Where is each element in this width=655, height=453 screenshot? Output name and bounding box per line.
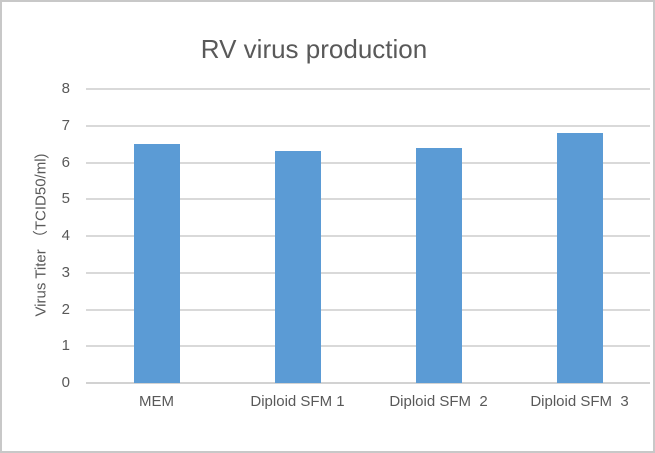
- y-tick-label: 3: [61, 263, 70, 281]
- gridline: [86, 308, 650, 311]
- y-tick-label: 6: [61, 153, 70, 171]
- gridline: [86, 124, 650, 127]
- x-axis-label: Diploid SFM 2: [389, 393, 488, 410]
- y-tick-label: 1: [61, 337, 70, 355]
- y-tick-label: 2: [61, 300, 70, 318]
- bar: [274, 151, 321, 383]
- y-tick-label: 5: [61, 190, 70, 208]
- chart-title: RV virus production: [200, 34, 428, 64]
- bar: [556, 133, 603, 383]
- bar: [133, 144, 180, 383]
- gridline: [86, 235, 650, 237]
- gridline: [86, 271, 650, 274]
- plot-area: [86, 88, 650, 384]
- y-tick-label: 7: [61, 116, 70, 134]
- x-axis-label: Diploid SFM 1: [250, 393, 345, 410]
- gridline: [86, 345, 650, 348]
- bar: [415, 147, 462, 383]
- gridline: [86, 161, 650, 164]
- y-tick-label: 8: [61, 80, 70, 97]
- gridline: [86, 88, 650, 90]
- gridline: [86, 198, 650, 201]
- x-axis-line: [86, 382, 650, 384]
- x-axis-label: MEM: [139, 393, 174, 410]
- y-tick-label: 0: [61, 374, 70, 391]
- x-axis-label: Diploid SFM 3: [530, 393, 629, 410]
- y-tick-label: 4: [61, 227, 70, 244]
